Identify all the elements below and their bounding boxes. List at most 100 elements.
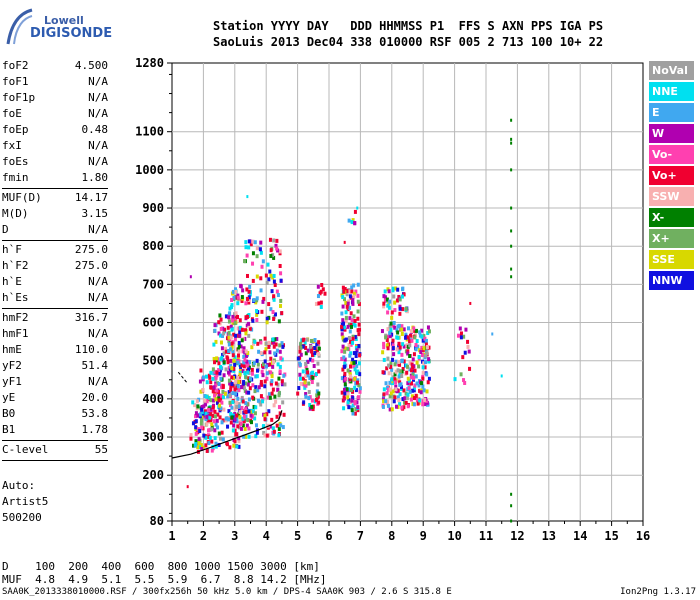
echo-point [195, 399, 199, 404]
param-separator [2, 188, 108, 189]
echo-point [412, 376, 416, 381]
echo-point [265, 433, 269, 438]
echo-point [408, 367, 412, 372]
echo-point [263, 433, 267, 438]
echo-point [301, 344, 305, 349]
echo-point [227, 348, 231, 353]
echo-point [400, 324, 404, 329]
echo-point [212, 419, 216, 424]
echo-point [278, 411, 282, 416]
echo-point [388, 387, 392, 392]
echo-point [231, 391, 235, 396]
echo-point [209, 407, 213, 412]
echo-point [391, 288, 395, 293]
echo-point [385, 391, 389, 396]
echo-point [249, 413, 253, 418]
echo-point [269, 381, 273, 386]
echo-point [197, 437, 201, 442]
echo-point [397, 398, 401, 403]
echo-point [250, 420, 254, 425]
direction-legend: NoVal NNE E W Vo- Vo+ SSW X- X+ SSE NNW [649, 61, 694, 292]
echo-point [279, 278, 283, 283]
param-value: N/A [88, 107, 108, 120]
echo-point [272, 273, 276, 278]
echo-point [251, 383, 255, 388]
echo-point [245, 390, 249, 395]
param-value: N/A [88, 327, 108, 340]
echo-point [259, 288, 263, 293]
echo-point [280, 311, 284, 316]
echo-point [201, 375, 205, 380]
echo-point [270, 374, 274, 379]
echo-point [383, 295, 387, 300]
echo-point [341, 318, 345, 323]
echo-point [267, 315, 271, 320]
echo-point [249, 242, 253, 247]
param-row: h`Es N/A [2, 290, 108, 306]
echo-point [243, 371, 247, 376]
echo-point [469, 301, 472, 305]
echo-point [274, 381, 278, 386]
echo-point [239, 421, 243, 426]
param-row: D N/A [2, 222, 108, 238]
echo-point [231, 349, 235, 354]
echo-point [240, 385, 244, 390]
echo-point [189, 275, 192, 279]
echo-point [267, 392, 271, 397]
echo-point [427, 345, 431, 350]
echo-point [388, 380, 392, 385]
echo-point [237, 349, 241, 354]
echo-point [400, 373, 404, 378]
echo-point [237, 404, 241, 409]
echo-point [232, 423, 236, 428]
echo-point [214, 339, 218, 344]
echo-point [278, 343, 282, 348]
echo-point [230, 303, 234, 308]
echo-point [228, 393, 232, 398]
echo-point [342, 395, 346, 400]
echo-point [205, 414, 209, 419]
echo-point [500, 374, 503, 378]
echo-point [246, 370, 250, 375]
echo-point [251, 318, 255, 323]
echo-point [301, 338, 305, 343]
echo-point [251, 239, 255, 244]
param-value: 316.7 [74, 311, 108, 324]
echo-point [351, 340, 355, 345]
echo-point [315, 393, 319, 398]
echo-point [240, 363, 244, 368]
echo-point [268, 395, 272, 400]
echo-point [229, 324, 233, 329]
echo-point [244, 417, 248, 422]
echo-point [349, 374, 353, 379]
echo-point [351, 357, 355, 362]
echo-point [510, 492, 513, 496]
param-row: yF1 N/A [2, 374, 108, 390]
echo-point [227, 330, 231, 335]
echo-point [198, 428, 202, 433]
echo-point [348, 316, 352, 321]
param-row: h`E N/A [2, 274, 108, 290]
echo-point [388, 299, 392, 304]
digisonde-logo: Lowell DIGISONDE [4, 6, 112, 46]
echo-point [381, 350, 385, 355]
echo-point [304, 392, 308, 397]
echo-point [355, 348, 359, 353]
echo-point [194, 431, 198, 436]
station-header: Station YYYY DAY DDD HHMMSS P1 FFS S AXN… [213, 18, 603, 50]
echo-point [245, 314, 249, 319]
echo-point [307, 389, 311, 394]
echo-point [411, 357, 415, 362]
echo-point [225, 336, 229, 341]
echo-point [402, 292, 406, 297]
echo-point [231, 314, 235, 319]
echo-point [219, 364, 223, 369]
echo-point [353, 367, 357, 372]
echo-point [245, 287, 249, 292]
echo-point [278, 249, 282, 254]
echo-point [356, 206, 359, 210]
echo-point [269, 273, 273, 278]
echo-point [264, 273, 268, 278]
echo-point [393, 362, 397, 367]
echo-point [310, 404, 314, 409]
